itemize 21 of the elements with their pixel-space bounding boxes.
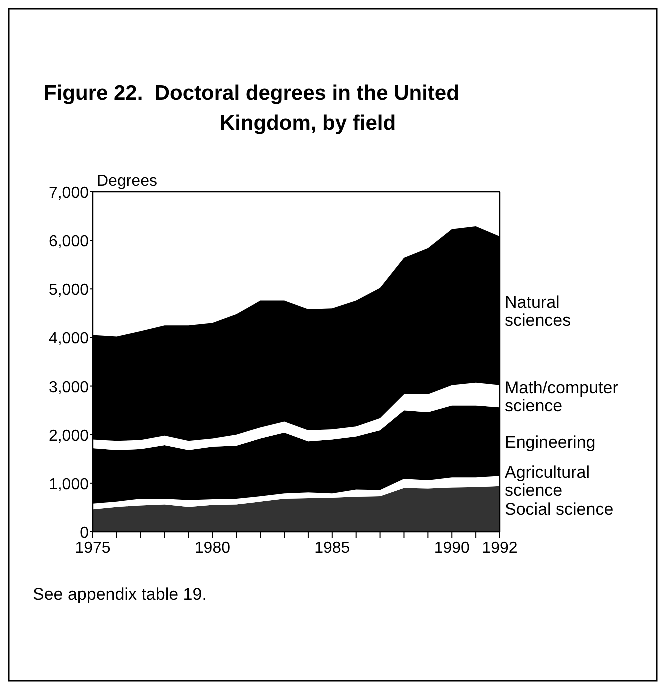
y-tick-label: 5,000 <box>48 282 90 300</box>
series-label: Agricultural science <box>505 463 590 500</box>
x-tick-label: 1990 <box>434 540 470 557</box>
series-label: Social science <box>505 500 614 520</box>
y-tick-label: 2,000 <box>48 428 90 445</box>
y-tick-label: 7,000 <box>48 185 90 202</box>
y-tick-label: 3,000 <box>48 379 90 396</box>
y-tick-label: 4,000 <box>48 330 90 348</box>
series-label: Engineering <box>505 432 596 452</box>
text: See appendix table 19. <box>33 585 207 604</box>
y-axis-title: Degrees <box>97 173 158 190</box>
y-tick-label: 1,000 <box>48 476 90 494</box>
series-label: Math/computer science <box>505 378 619 416</box>
series-label: Natural sciences <box>505 293 572 330</box>
y-tick-label: 6,000 <box>48 234 90 251</box>
x-tick-label: 1975 <box>75 540 111 557</box>
x-tick-label: 1985 <box>314 540 350 557</box>
x-tick-label: 1980 <box>194 540 231 557</box>
x-tick-label: 1992 <box>482 540 518 557</box>
chart-title: Figure 22. Doctoral degrees in the United Kingdom, by field <box>44 82 460 135</box>
y-tick-label: 0 <box>80 525 90 542</box>
